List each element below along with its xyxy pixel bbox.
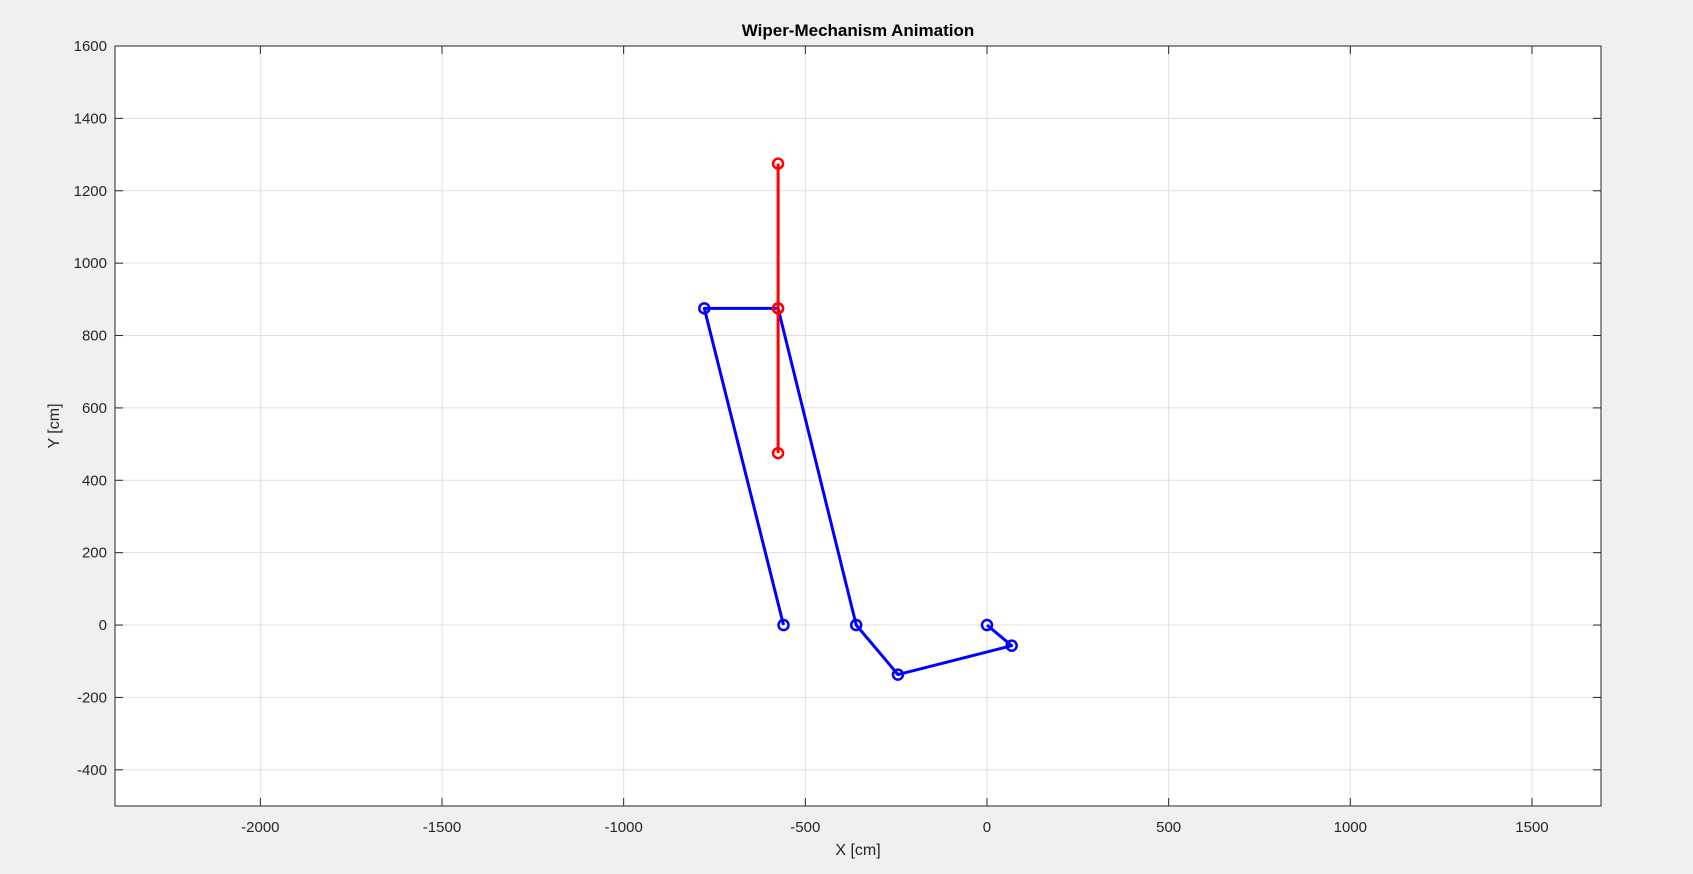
y-tick-label: -200 [77,689,107,706]
x-tick-label: -1500 [423,819,461,836]
y-tick-label: -400 [77,762,107,779]
x-tick-label: 1000 [1334,819,1367,836]
x-tick-label: 500 [1156,819,1181,836]
y-tick-label: 400 [82,472,107,489]
y-axis-label: Y [cm] [46,403,63,448]
axis-ticks [115,45,1601,806]
x-tick-labels: -2000 -1500 -1000 -500 0 500 1000 1500 [241,819,1549,836]
chart-title: Wiper-Mechanism Animation [742,21,975,40]
x-tick-label: 0 [983,819,991,836]
y-tick-label: 1200 [74,183,107,200]
x-axis-label: X [cm] [835,842,880,859]
x-tick-label: 1500 [1515,819,1548,836]
y-tick-label: 1600 [74,38,107,55]
series-2-point [771,157,785,170]
series-2-point [771,446,785,460]
y-tick-labels: -400 -200 0 200 400 600 800 1000 1200 1400 1600 [74,38,107,779]
y-tick-label: 0 [99,617,107,634]
series-1-point [698,302,711,315]
x-tick-label: -1000 [604,819,642,836]
series-1-point [1005,639,1018,652]
grid-lines [115,45,1601,806]
y-tick-label: 800 [82,328,107,345]
series-1-point [980,618,994,632]
y-tick-label: 200 [82,545,107,562]
series-1-point [777,618,790,632]
x-tick-label: -2000 [241,819,279,836]
x-tick-label: -500 [790,819,820,836]
series-1-line [702,306,1014,677]
y-tick-label: 1000 [74,255,107,272]
series-2-point [771,302,785,315]
y-tick-label: 1400 [74,110,107,127]
series-2 [771,157,785,460]
axes-background [115,46,1601,806]
y-tick-label: 600 [82,400,107,417]
series-1-point [849,618,863,632]
data-series [698,157,1018,681]
series-1-point [891,668,905,681]
axes-frame [114,45,1602,807]
